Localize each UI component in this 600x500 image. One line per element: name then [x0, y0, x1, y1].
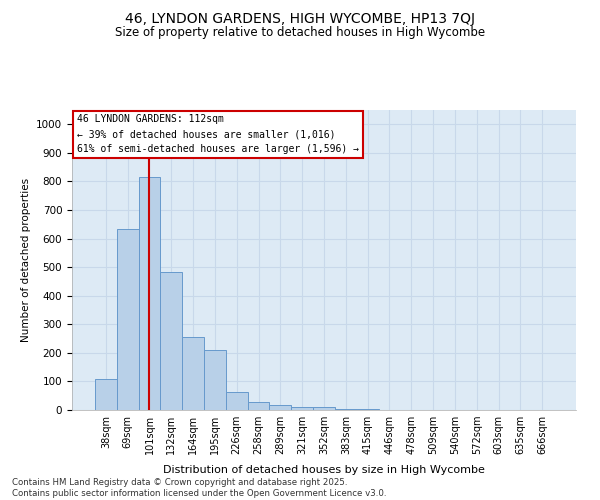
Bar: [160, 272, 182, 410]
Bar: [335, 408, 357, 410]
Bar: [95, 378, 117, 410]
Bar: [182, 336, 204, 410]
Text: 46 LYNDON GARDENS: 112sqm
← 39% of detached houses are smaller (1,016)
61% of se: 46 LYNDON GARDENS: 112sqm ← 39% of detac…: [77, 114, 359, 154]
Bar: [139, 177, 160, 410]
Bar: [248, 402, 269, 410]
Bar: [313, 407, 335, 410]
Bar: [226, 392, 248, 410]
Text: 46, LYNDON GARDENS, HIGH WYCOMBE, HP13 7QJ: 46, LYNDON GARDENS, HIGH WYCOMBE, HP13 7…: [125, 12, 475, 26]
Text: Size of property relative to detached houses in High Wycombe: Size of property relative to detached ho…: [115, 26, 485, 39]
Bar: [291, 406, 313, 410]
X-axis label: Distribution of detached houses by size in High Wycombe: Distribution of detached houses by size …: [163, 466, 485, 475]
Bar: [204, 350, 226, 410]
Y-axis label: Number of detached properties: Number of detached properties: [20, 178, 31, 342]
Bar: [269, 405, 291, 410]
Text: Contains HM Land Registry data © Crown copyright and database right 2025.
Contai: Contains HM Land Registry data © Crown c…: [12, 478, 386, 498]
Bar: [357, 408, 379, 410]
Bar: [117, 230, 139, 410]
